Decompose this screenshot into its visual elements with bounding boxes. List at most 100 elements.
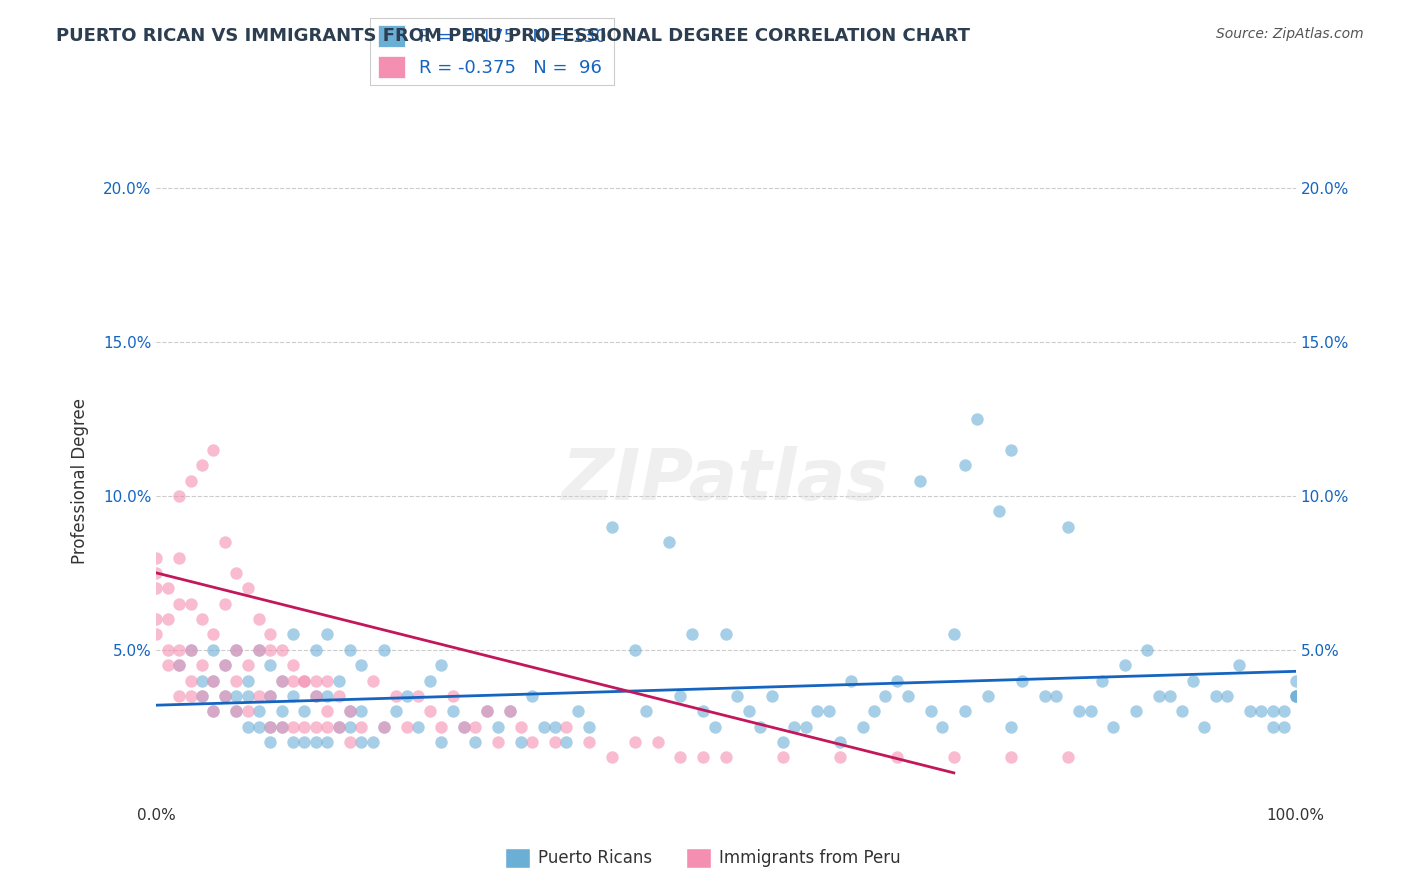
Point <box>1136 642 1159 657</box>
Point <box>214 658 236 673</box>
Point <box>259 627 281 641</box>
Point <box>361 673 384 688</box>
Point <box>817 704 839 718</box>
Point <box>180 642 202 657</box>
Point <box>145 612 167 626</box>
Point <box>156 642 179 657</box>
Legend: R =  0.175   N = 130, R = -0.375   N =  96: R = 0.175 N = 130, R = -0.375 N = 96 <box>370 18 614 86</box>
Point <box>669 750 692 764</box>
Point <box>464 735 486 749</box>
Point <box>725 689 748 703</box>
Point <box>305 673 328 688</box>
Point <box>1261 704 1284 718</box>
Point <box>305 735 328 749</box>
Point <box>247 704 270 718</box>
Point <box>214 689 236 703</box>
Point <box>339 735 361 749</box>
Point <box>281 689 304 703</box>
Point <box>350 720 373 734</box>
Point <box>281 735 304 749</box>
Point <box>749 720 772 734</box>
Point <box>1182 673 1205 688</box>
Point <box>1284 689 1306 703</box>
Point <box>1261 720 1284 734</box>
Point <box>498 704 520 718</box>
Point <box>225 566 247 580</box>
Point <box>316 627 339 641</box>
Point <box>316 673 339 688</box>
Point <box>1159 689 1181 703</box>
Point <box>1250 704 1272 718</box>
Point <box>1033 689 1056 703</box>
Point <box>828 735 851 749</box>
Point <box>328 720 350 734</box>
Point <box>475 704 498 718</box>
Point <box>294 720 316 734</box>
Point <box>555 720 578 734</box>
Point <box>544 720 567 734</box>
Point <box>441 704 464 718</box>
Legend: Puerto Ricans, Immigrants from Peru: Puerto Ricans, Immigrants from Peru <box>499 841 907 875</box>
Point <box>281 627 304 641</box>
Text: PUERTO RICAN VS IMMIGRANTS FROM PERU PROFESSIONAL DEGREE CORRELATION CHART: PUERTO RICAN VS IMMIGRANTS FROM PERU PRO… <box>56 27 970 45</box>
Point <box>225 642 247 657</box>
Point <box>647 735 669 749</box>
Point <box>384 704 406 718</box>
Point <box>316 735 339 749</box>
Point <box>236 582 259 596</box>
Point <box>305 689 328 703</box>
Point <box>430 720 453 734</box>
Point <box>1216 689 1239 703</box>
Point <box>441 689 464 703</box>
Point <box>259 720 281 734</box>
Point <box>714 750 737 764</box>
Text: ZIPatlas: ZIPatlas <box>562 446 890 515</box>
Point <box>270 720 292 734</box>
Point <box>875 689 897 703</box>
Text: Source: ZipAtlas.com: Source: ZipAtlas.com <box>1216 27 1364 41</box>
Point <box>430 658 453 673</box>
Point <box>281 720 304 734</box>
Point <box>236 704 259 718</box>
Point <box>294 673 316 688</box>
Point <box>247 612 270 626</box>
Point <box>339 642 361 657</box>
Point <box>202 704 225 718</box>
Point <box>270 704 292 718</box>
Point <box>408 689 430 703</box>
Point <box>180 474 202 488</box>
Point <box>1056 750 1078 764</box>
Point <box>167 597 190 611</box>
Point <box>1284 673 1306 688</box>
Point <box>191 658 214 673</box>
Point <box>156 658 179 673</box>
Point <box>202 627 225 641</box>
Point <box>966 412 988 426</box>
Point <box>578 720 600 734</box>
Point <box>509 720 531 734</box>
Point <box>225 642 247 657</box>
Point <box>692 750 714 764</box>
Point <box>202 642 225 657</box>
Point <box>658 535 681 549</box>
Point <box>897 689 920 703</box>
Point <box>247 642 270 657</box>
Point <box>920 704 942 718</box>
Point <box>486 720 509 734</box>
Point <box>1000 442 1022 457</box>
Point <box>281 673 304 688</box>
Point <box>953 458 976 473</box>
Point <box>316 689 339 703</box>
Point <box>1272 720 1295 734</box>
Point <box>167 658 190 673</box>
Point <box>202 442 225 457</box>
Point <box>1080 704 1102 718</box>
Y-axis label: Professional Degree: Professional Degree <box>72 398 89 564</box>
Point <box>794 720 817 734</box>
Point <box>395 689 418 703</box>
Point <box>1205 689 1227 703</box>
Point <box>703 720 725 734</box>
Point <box>1272 704 1295 718</box>
Point <box>522 735 544 749</box>
Point <box>567 704 589 718</box>
